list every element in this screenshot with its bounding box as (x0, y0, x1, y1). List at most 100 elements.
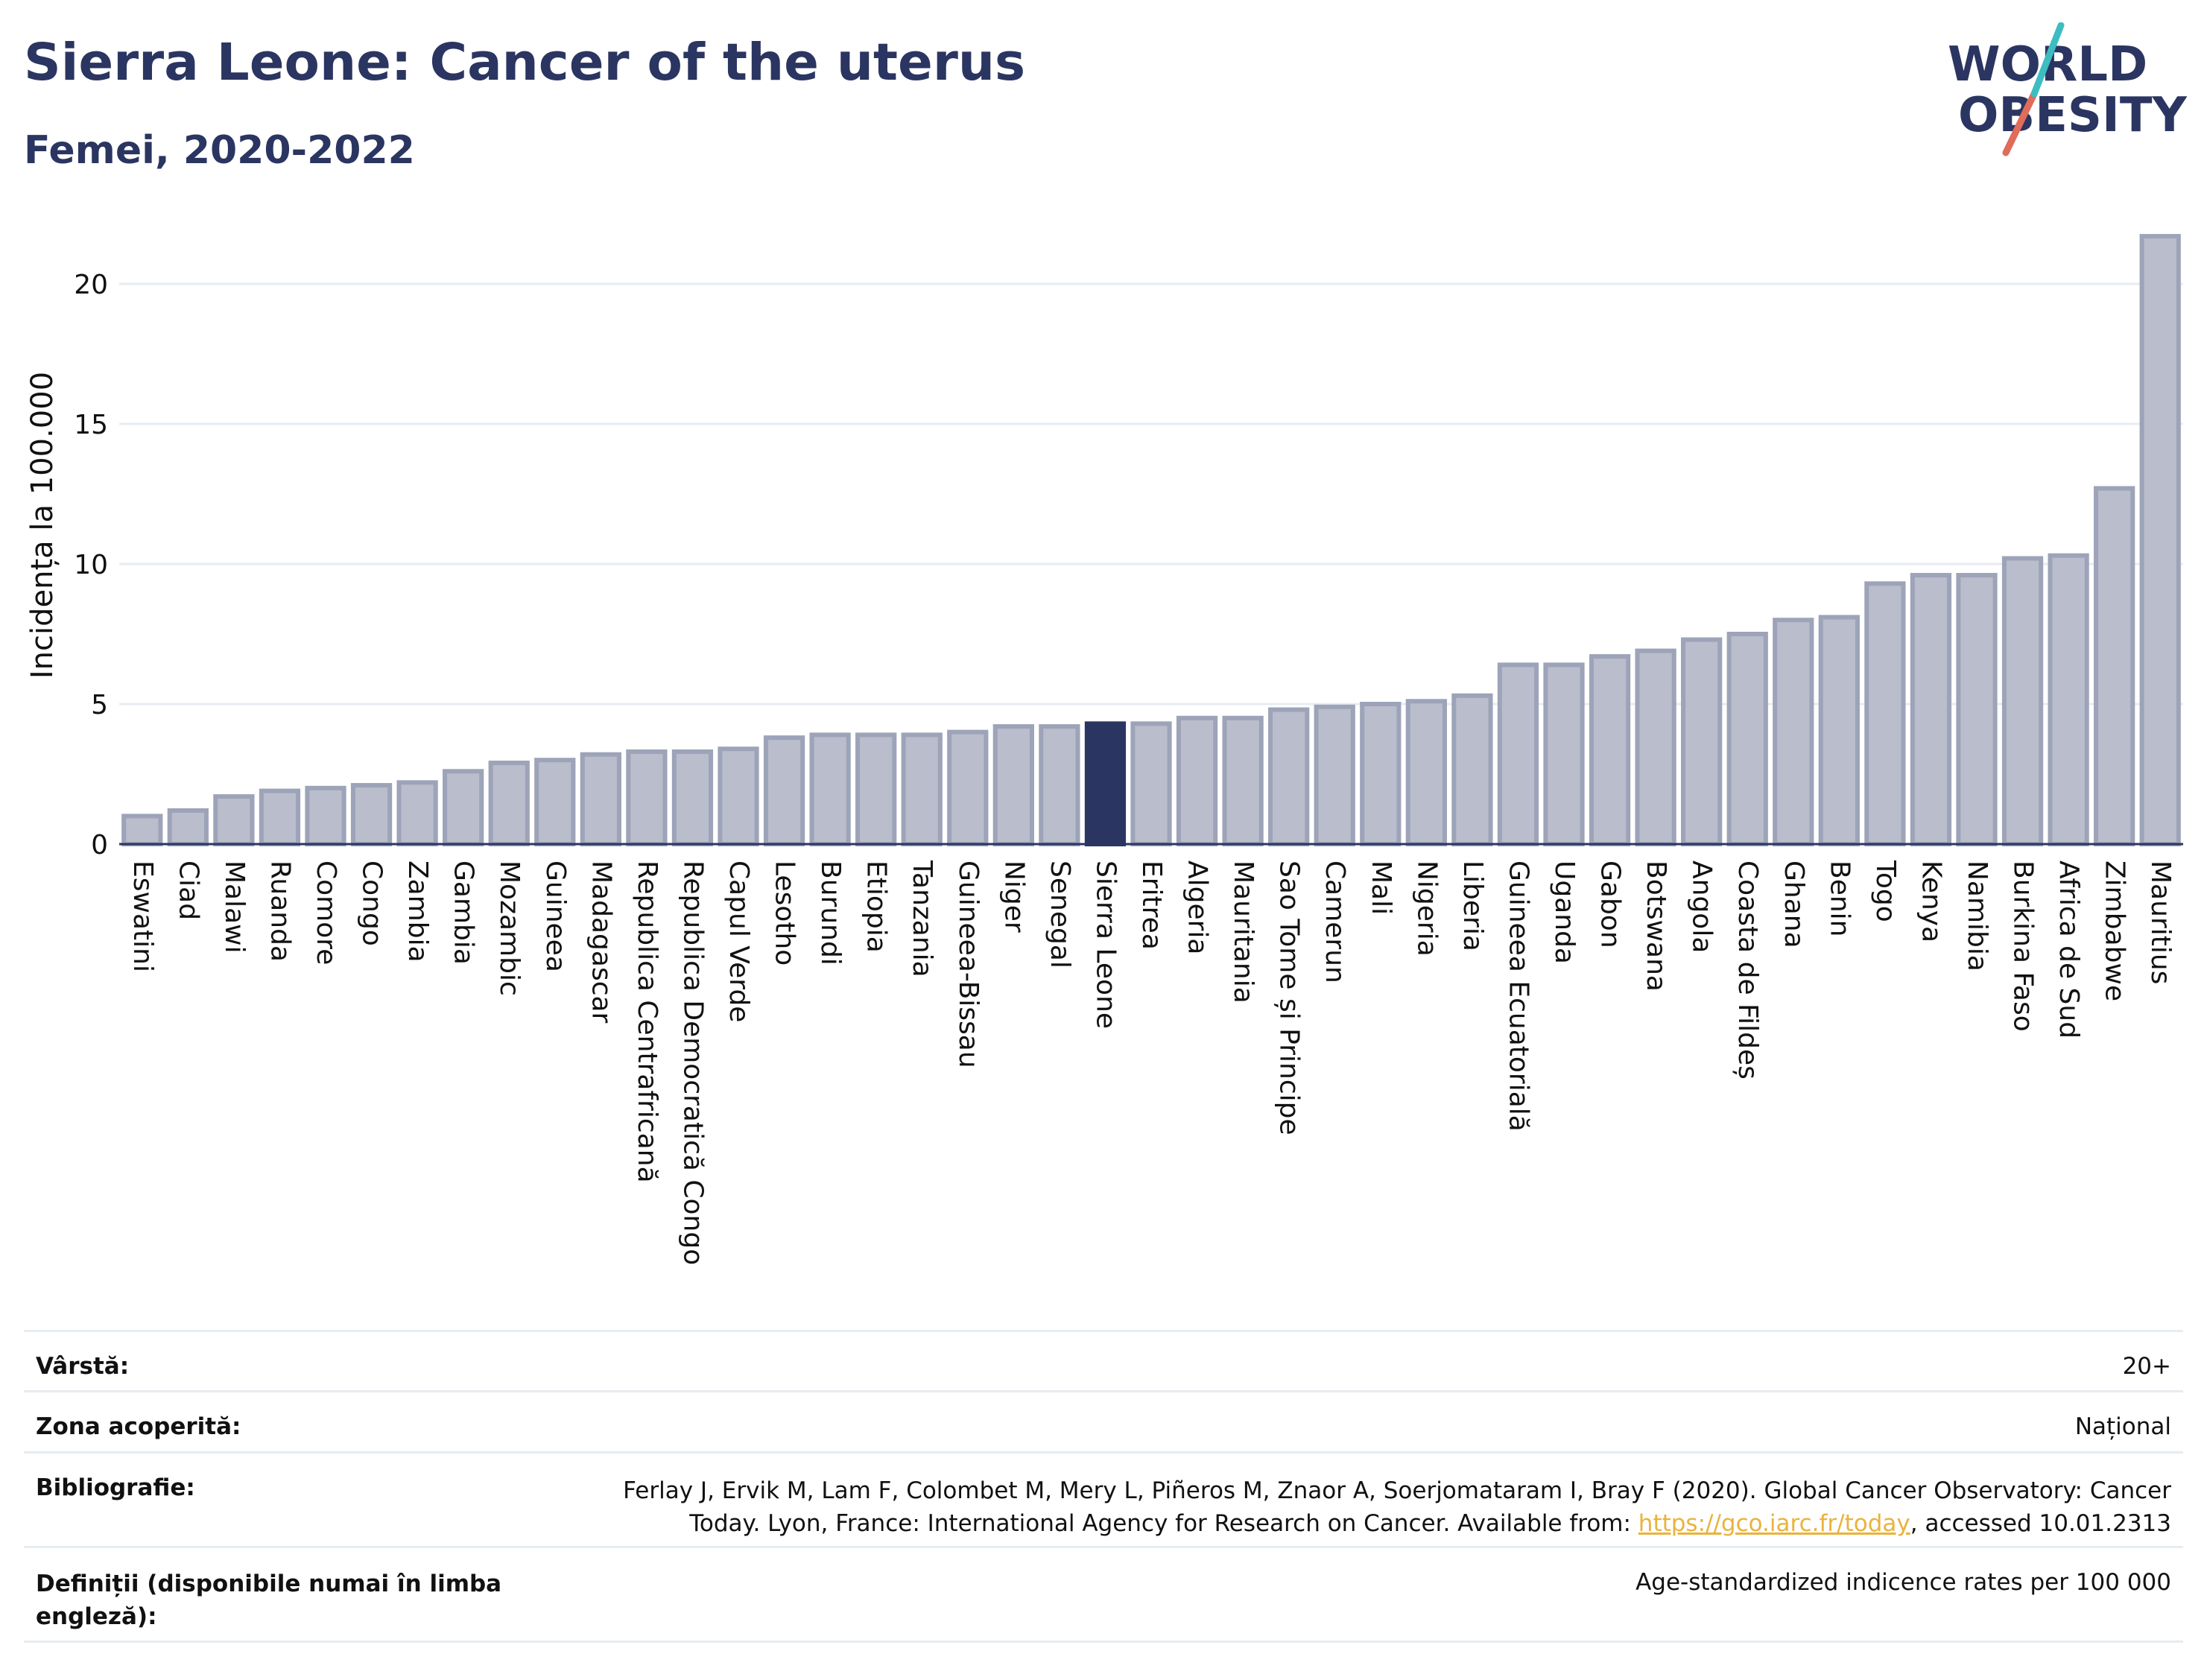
bar (1497, 662, 1539, 846)
x-tick-label: Burkina Faso (2008, 860, 2039, 1032)
definitions-label-line-2: engleză): (36, 1603, 157, 1630)
x-tick-label: Guineea Ecuatorială (1503, 860, 1533, 1132)
bar (1956, 573, 1998, 846)
x-tick-label: Burundi (815, 860, 846, 966)
x-tick-label: Mozambic (494, 860, 525, 996)
bar (1268, 707, 1310, 847)
bar (671, 749, 714, 846)
logo-slash-red (2002, 90, 2038, 156)
bar (1130, 721, 1172, 846)
x-tick-label: Ruanda (265, 860, 295, 962)
x-tick-label: Togo (1870, 860, 1901, 922)
bar (1360, 702, 1402, 846)
x-tick-label: Malawi (219, 860, 250, 954)
x-tick-label: Liberia (1457, 860, 1488, 951)
bar (1681, 637, 1723, 847)
meta-row-definitions: Definiții (disponibile numai în limba en… (24, 1546, 2183, 1643)
x-tick-label: Republica Centrafricană (632, 860, 662, 1183)
x-tick-label: Comore (311, 860, 341, 965)
bar (1726, 632, 1768, 846)
x-tick-label: Lesotho (770, 860, 800, 966)
x-tick-label: Republica Democratică Congo (677, 860, 708, 1265)
bibliography-line-2-start: Today. Lyon, France: International Agenc… (689, 1510, 1638, 1537)
bar (2139, 234, 2181, 846)
bar (763, 735, 805, 846)
x-tick-label: Gambia (449, 860, 479, 965)
y-axis-label: Incidența la 100.000 (25, 372, 60, 679)
bar (213, 794, 255, 846)
logo-slash-teal (2030, 22, 2065, 98)
page-subtitle: Femei, 2020-2022 (24, 128, 415, 173)
bar (305, 785, 346, 847)
x-tick-label: Sao Tome și Principe (1274, 860, 1305, 1135)
bar (1084, 721, 1127, 846)
x-tick-label: Senegal (1045, 860, 1075, 969)
meta-row-area: Zona acoperită: Național (24, 1390, 2183, 1452)
bar (1818, 615, 1860, 846)
definitions-value: Age-standardized indicence rates per 100… (1635, 1569, 2171, 1596)
bar (1039, 724, 1080, 847)
gco-link[interactable]: https://gco.iarc.fr/today (1638, 1510, 1910, 1537)
bar (1222, 715, 1264, 846)
x-tick-label: Africa de Sud (2053, 860, 2084, 1039)
x-tick-label: Madagascar (586, 860, 616, 1024)
bar (947, 729, 989, 846)
area-value: Național (2074, 1413, 2171, 1440)
x-tick-label: Ghana (1779, 860, 1809, 948)
bibliography-line-2-end: , accessed 10.01.2313 (1910, 1510, 2171, 1537)
bar (855, 732, 897, 846)
x-tick-label: Zimbabwe (2100, 860, 2130, 1001)
bar (259, 788, 301, 847)
bar (1864, 581, 1906, 846)
x-tick-label: Guineea-Bissau (953, 860, 984, 1068)
x-tick-label: Gabon (1595, 860, 1626, 948)
bar (718, 747, 759, 846)
bar (350, 783, 393, 847)
bar (1910, 573, 1952, 846)
definitions-label-line-1: Definiții (disponibile numai în limba (36, 1570, 502, 1597)
bar (1176, 715, 1218, 846)
bar (121, 814, 163, 847)
x-tick-label: Mauritania (1228, 860, 1258, 1004)
bar (2048, 553, 2089, 846)
x-tick-label: Algeria (1182, 860, 1213, 955)
x-tick-label: Sierra Leone (1090, 860, 1121, 1029)
bar (1451, 693, 1493, 846)
x-tick-label: Botswana (1641, 860, 1671, 992)
meta-row-bibliography: Bibliografie: Ferlay J, Ervik M, Lam F, … (24, 1451, 2183, 1547)
x-tick-label: Uganda (1549, 860, 1580, 964)
bar (901, 732, 943, 846)
bar (992, 724, 1034, 847)
bibliography-line-1: Ferlay J, Ervik M, Lam F, Colombet M, Me… (623, 1477, 2171, 1504)
y-tick-label: 5 (91, 690, 108, 720)
bar (488, 760, 530, 847)
x-tick-label: Eswatini (127, 860, 158, 972)
y-tick-label: 15 (74, 410, 108, 440)
x-tick-label: Congo (357, 860, 387, 946)
bar (167, 808, 209, 847)
bibliography-text: Ferlay J, Ervik M, Lam F, Colombet M, Me… (623, 1474, 2171, 1540)
x-tick-label: Tanzania (907, 860, 937, 977)
bar (1314, 704, 1355, 847)
bar (2094, 486, 2135, 846)
page-title: Sierra Leone: Cancer of the uterus (24, 33, 1026, 92)
x-tick-label: Guineea (540, 860, 571, 972)
bar (396, 780, 438, 847)
y-tick-label: 10 (74, 550, 108, 580)
bibliography-line-2: Today. Lyon, France: International Agenc… (623, 1507, 2171, 1540)
age-value: 20+ (2122, 1353, 2171, 1380)
x-tick-label: Capul Verde (723, 860, 754, 1022)
x-tick-label: Coasta de Fildeș (1732, 860, 1763, 1080)
x-tick-label: Ciad (173, 860, 203, 920)
x-tick-label: Zambia (402, 860, 433, 963)
bar (626, 749, 668, 846)
age-label: Vârstă: (36, 1353, 130, 1380)
x-tick-label: Namibia (1962, 860, 1992, 971)
x-tick-label: Eritrea (1136, 860, 1167, 950)
x-tick-label: Nigeria (1411, 860, 1442, 957)
meta-row-age: Vârstă: 20+ (24, 1330, 2183, 1392)
y-tick-label: 0 (91, 830, 108, 860)
bar (580, 752, 621, 846)
bar (1405, 699, 1447, 846)
world-obesity-logo: WORLD OBESITY (1948, 22, 2187, 156)
